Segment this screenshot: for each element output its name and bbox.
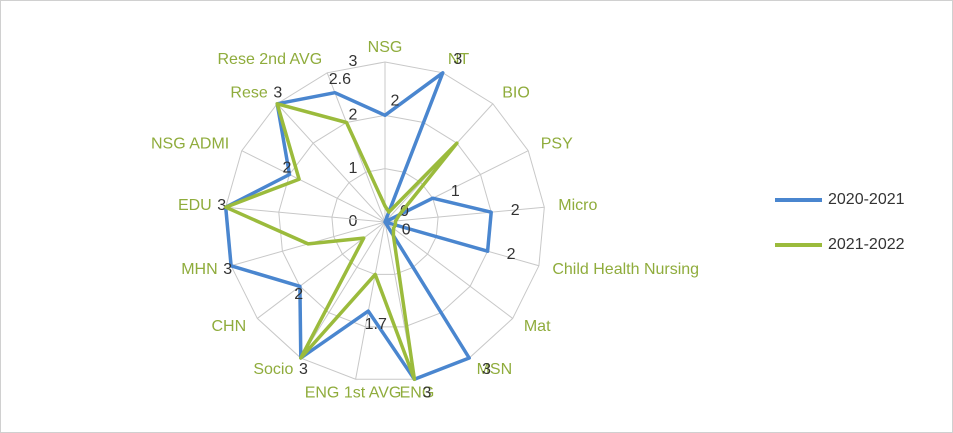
grid-ring	[331, 168, 439, 275]
data-label: 3	[217, 197, 226, 214]
category-label: PSY	[541, 136, 573, 153]
data-label: 3	[273, 85, 282, 102]
category-label: NSG	[368, 39, 403, 56]
data-label: 2.6	[329, 71, 351, 88]
spoke	[384, 206, 545, 223]
axis-tick-label: 2	[349, 107, 358, 124]
category-label: BIO	[502, 85, 530, 102]
category-label: ENG 1st AVG	[305, 384, 402, 401]
data-label: 3	[482, 361, 491, 378]
data-label: 3	[299, 361, 308, 378]
category-label: Rese 2nd AVG	[217, 51, 322, 68]
data-label: 2	[391, 93, 400, 110]
category-label: NT	[448, 51, 470, 68]
data-label: 3	[423, 384, 432, 401]
data-label: 2	[507, 246, 516, 263]
data-label: 1	[451, 183, 460, 200]
legend-label: 2020-2021	[828, 191, 905, 208]
category-label: ENG	[400, 384, 435, 401]
category-label: Rese	[230, 85, 267, 102]
spoke	[241, 150, 386, 223]
data-label: 2	[511, 202, 520, 219]
spoke	[300, 221, 386, 359]
category-label: Child Health Nursing	[552, 261, 699, 278]
category-label: EDU	[178, 197, 212, 214]
category-label: Mat	[524, 318, 551, 335]
category-label: NSG ADMI	[151, 136, 229, 153]
data-label: 2	[294, 286, 303, 303]
axis-tick-label: 3	[349, 53, 358, 70]
grid-ring	[278, 114, 492, 328]
data-label: 3	[223, 261, 232, 278]
legend-label: 2021-2022	[828, 236, 905, 253]
spoke	[355, 221, 386, 380]
category-label: Micro	[558, 197, 597, 214]
data-label: 1.7	[365, 316, 387, 333]
series-line	[223, 71, 493, 382]
data-label: 0	[402, 222, 411, 239]
spoke	[225, 206, 386, 223]
data-label: 3	[453, 51, 462, 68]
axis-tick-label: 0	[349, 213, 358, 230]
data-label: 0	[400, 203, 409, 220]
category-label: MSN	[477, 361, 513, 378]
data-label: 2	[283, 159, 292, 176]
category-label: Socio	[253, 361, 293, 378]
spoke	[384, 221, 513, 319]
spoke	[276, 103, 386, 223]
axis-tick-label: 1	[349, 160, 358, 177]
category-label: MHN	[181, 261, 217, 278]
category-label: CHN	[211, 318, 246, 335]
series-line	[223, 102, 459, 382]
grid-ring	[225, 61, 545, 380]
